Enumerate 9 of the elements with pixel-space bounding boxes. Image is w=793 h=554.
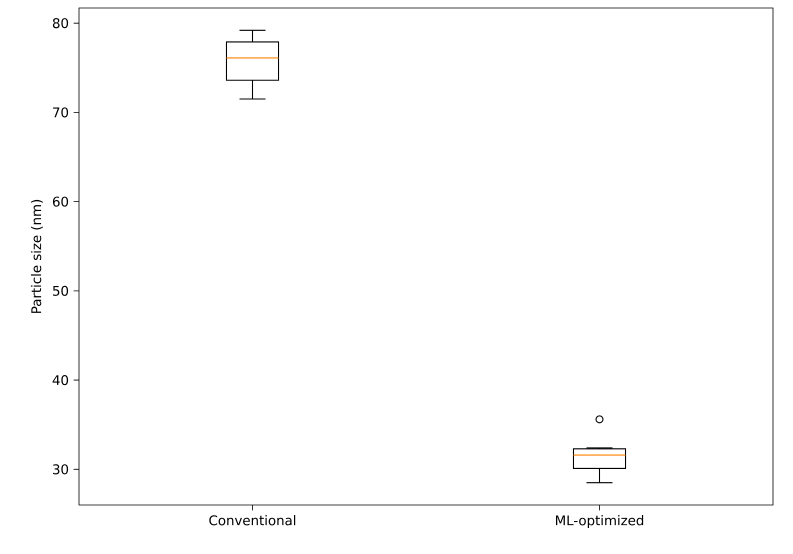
y-tick-label: 30 <box>53 464 68 474</box>
y-tick-label: 60 <box>52 196 68 207</box>
x-tick-label: ML-optimized <box>556 515 644 528</box>
y-tick-label: 40 <box>52 375 68 386</box>
y-tick-label: 80 <box>52 18 68 28</box>
y-tick-label: 70 <box>53 107 68 118</box>
y-axis-title: Particle size (nm) <box>30 200 43 313</box>
x-tick-label: Conventional <box>209 515 296 526</box>
y-tick-label: 50 <box>53 286 68 296</box>
